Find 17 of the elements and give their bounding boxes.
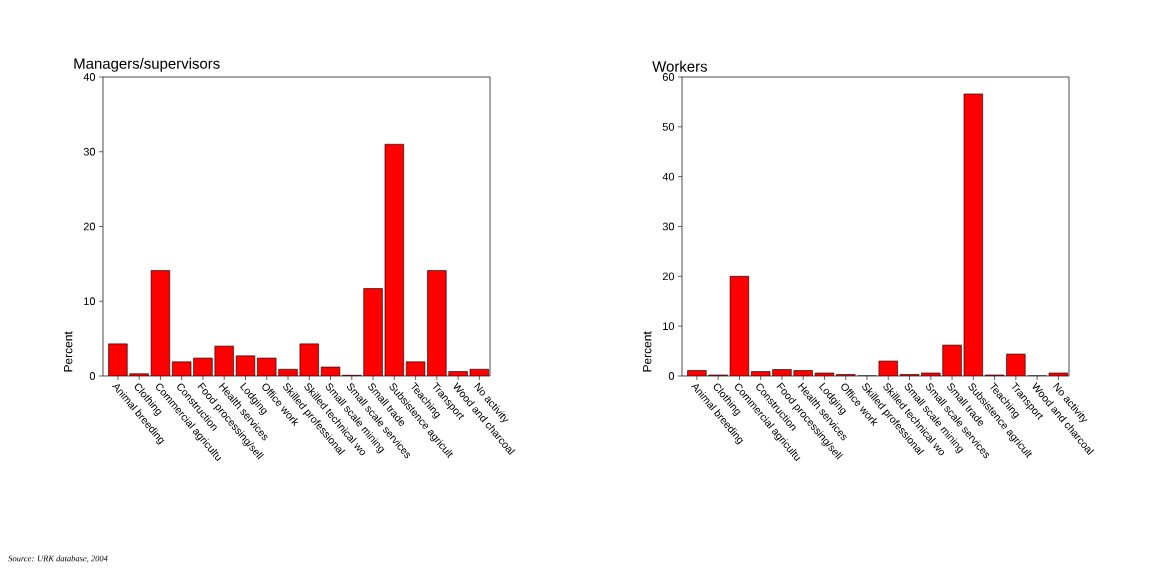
source-note: Source: URK database, 2004 xyxy=(8,555,108,563)
y-tick-label: 0 xyxy=(89,372,96,380)
y-tick-label: 30 xyxy=(662,222,675,231)
y-tick-label: 0 xyxy=(668,372,675,380)
y-tick-label: 20 xyxy=(662,272,675,281)
y-tick-label: 60 xyxy=(662,73,675,81)
y-tick-label: 30 xyxy=(83,147,96,156)
y-tick-label: 50 xyxy=(662,122,675,131)
y-tick-label: 40 xyxy=(83,73,96,81)
y-tick-label: 10 xyxy=(84,297,96,306)
chart-title: Managers/supervisors xyxy=(74,57,220,72)
y-axis-title: Percent xyxy=(643,331,652,372)
y-tick-label: 20 xyxy=(83,222,96,231)
y-axis-title: Percent xyxy=(64,331,73,372)
chart-title: Workers xyxy=(652,60,708,72)
y-tick-label: 10 xyxy=(663,322,675,331)
y-tick-label: 40 xyxy=(662,172,675,181)
